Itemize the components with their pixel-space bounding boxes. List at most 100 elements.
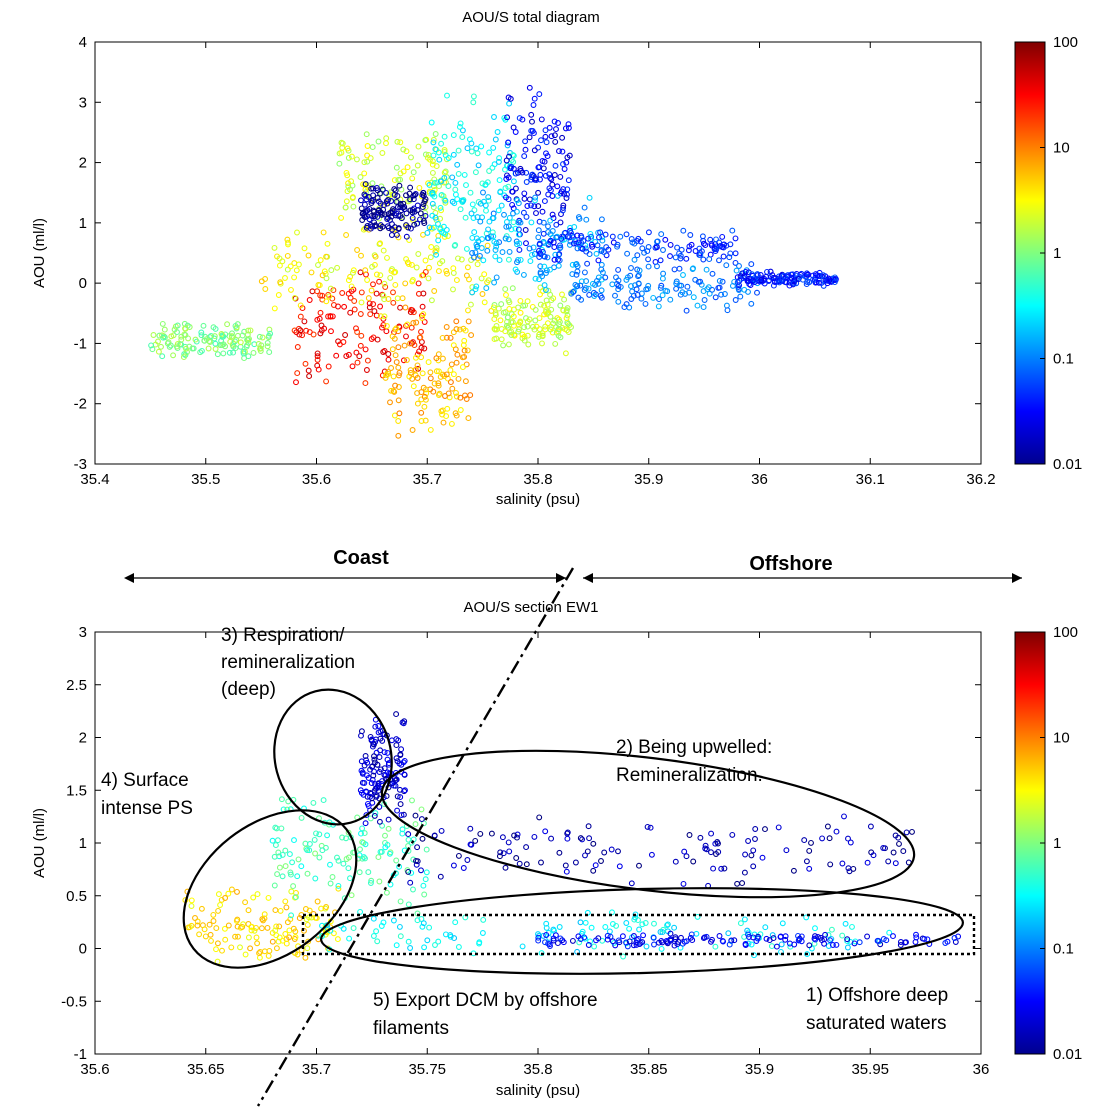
scatter-point xyxy=(548,835,555,842)
scatter-point xyxy=(291,837,297,844)
scatter-point xyxy=(400,720,407,727)
scatter-point xyxy=(219,947,225,954)
scatter-point xyxy=(407,367,414,374)
scatter-point xyxy=(500,850,507,857)
scatter-point xyxy=(795,937,802,944)
scatter-point xyxy=(287,869,294,876)
scatter-point xyxy=(527,258,534,265)
scatter-point xyxy=(613,274,619,281)
scatter-point xyxy=(305,367,312,374)
scatter-point xyxy=(381,765,388,772)
scatter-point xyxy=(550,937,557,944)
scatter-point xyxy=(521,337,528,344)
scatter-point xyxy=(499,249,506,256)
scatter-point xyxy=(377,313,384,320)
scatter-point xyxy=(530,102,537,108)
scatter-point xyxy=(729,227,736,234)
scatter-point xyxy=(418,328,424,335)
scatter-point xyxy=(635,273,642,280)
scatter-point xyxy=(551,132,558,139)
scatter-point xyxy=(384,254,390,261)
scatter-point xyxy=(329,874,336,880)
scatter-point xyxy=(353,156,360,163)
scatter-point xyxy=(539,340,545,347)
scatter-point xyxy=(417,210,424,217)
scatter-point xyxy=(393,942,400,949)
scatter-point xyxy=(662,236,669,243)
scatter-point xyxy=(736,263,742,269)
scatter-point xyxy=(354,329,361,335)
scatter-point xyxy=(431,832,438,839)
scatter-point xyxy=(509,285,516,292)
scatter-point xyxy=(483,207,489,214)
scatter-point xyxy=(174,322,181,329)
colorbar-tick-label: 0.01 xyxy=(1053,1046,1082,1063)
scatter-point xyxy=(279,873,286,880)
scatter-point xyxy=(712,943,719,950)
scatter-point xyxy=(709,270,716,277)
scatter-point xyxy=(438,827,445,834)
scatter-point xyxy=(720,938,727,945)
scatter-point xyxy=(748,300,755,307)
scatter-point xyxy=(379,150,386,156)
scatter-point xyxy=(598,287,605,294)
scatter-point xyxy=(535,203,542,210)
scatter-point xyxy=(339,290,346,296)
scatter-point xyxy=(420,384,427,391)
scatter-point xyxy=(492,247,499,253)
scatter-point xyxy=(385,211,392,218)
scatter-point xyxy=(479,930,486,936)
scatter-point xyxy=(680,227,687,234)
scatter-point xyxy=(721,291,728,297)
scatter-point xyxy=(581,934,588,941)
scatter-point xyxy=(274,871,281,878)
scatter-point xyxy=(481,271,488,278)
scatter-point xyxy=(354,359,361,366)
scatter-point xyxy=(240,348,247,355)
scatter-point xyxy=(301,245,308,252)
scatter-point xyxy=(688,241,695,248)
scatter-point xyxy=(394,807,401,814)
scatter-point xyxy=(582,919,589,926)
scatter-point xyxy=(483,285,490,292)
scatter-point xyxy=(441,148,448,155)
scatter-point xyxy=(523,240,529,247)
scatter-point xyxy=(395,212,402,219)
scatter-point xyxy=(896,840,902,847)
scatter-point xyxy=(576,939,583,946)
scatter-point xyxy=(741,869,748,876)
scatter-point xyxy=(431,179,438,186)
scatter-point xyxy=(599,937,606,944)
scatter-point xyxy=(707,236,714,243)
scatter-point xyxy=(480,257,487,264)
scatter-point xyxy=(603,244,610,251)
scatter-point xyxy=(376,278,383,285)
scatter-point xyxy=(326,293,333,300)
scatter-point xyxy=(420,192,427,199)
scatter-point xyxy=(302,360,309,367)
scatter-point xyxy=(628,265,634,271)
scatter-point xyxy=(367,311,374,318)
scatter-point xyxy=(546,124,553,131)
scatter-point xyxy=(630,933,637,939)
scatter-point xyxy=(517,219,524,226)
scatter-point xyxy=(370,933,377,939)
scatter-point xyxy=(495,158,502,165)
scatter-point xyxy=(647,824,654,831)
scatter-point xyxy=(565,124,572,131)
scatter-point xyxy=(777,934,784,940)
scatter-point xyxy=(626,938,633,945)
scatter-point xyxy=(615,298,622,305)
colorbar-tick-label: 0.01 xyxy=(1053,456,1082,473)
scatter-point xyxy=(295,261,302,268)
coast-arrowhead-right xyxy=(556,573,566,583)
scatter-point xyxy=(578,296,585,303)
scatter-point xyxy=(310,799,317,806)
scatter-point xyxy=(362,346,369,353)
scatter-point xyxy=(472,837,479,844)
scatter-point xyxy=(294,370,301,377)
scatter-point xyxy=(405,868,412,875)
scatter-point xyxy=(479,180,486,187)
scatter-point xyxy=(532,175,539,182)
scatter-point xyxy=(561,296,568,303)
